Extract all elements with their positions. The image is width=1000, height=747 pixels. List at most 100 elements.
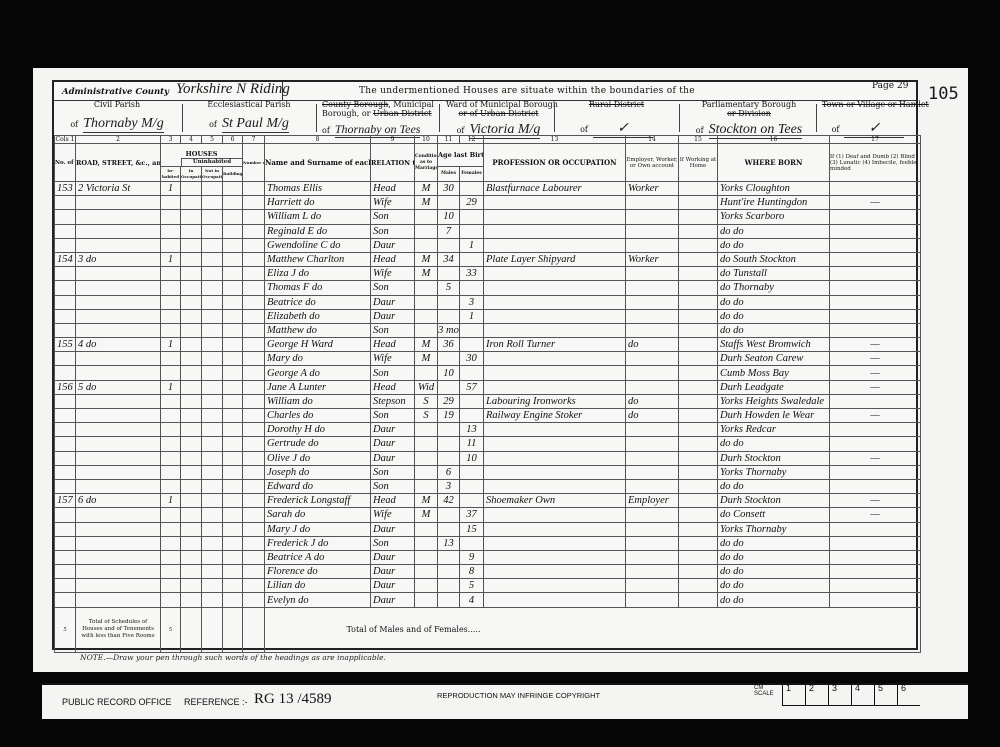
address-cell	[75, 351, 161, 367]
where-born-cell: Durh Seaton Carew	[717, 351, 830, 367]
address-cell	[75, 195, 161, 211]
table-row: Gertrude do Daur 11 do do	[54, 436, 921, 452]
occupation-cell	[483, 237, 626, 253]
infirmity-cell	[829, 564, 921, 580]
column-number: 10	[414, 135, 438, 144]
building-cell	[222, 308, 243, 324]
address-cell	[75, 223, 161, 239]
employment-cell	[625, 351, 679, 367]
address-cell	[75, 365, 161, 381]
infirmity-cell	[829, 280, 921, 296]
employment-cell	[625, 294, 679, 310]
address-cell: 4 do	[75, 337, 161, 353]
schedule-cell	[54, 422, 76, 438]
at-home-cell	[678, 535, 718, 551]
building-cell	[222, 251, 243, 268]
address-cell	[75, 422, 161, 438]
not-in-occupation-cell	[201, 407, 223, 424]
address-cell: 5 do	[75, 379, 161, 395]
col-age: Age last Birthday of	[437, 143, 484, 167]
not-in-occupation-cell	[201, 351, 223, 367]
col-females: Females	[459, 166, 484, 182]
males-age-cell: 10	[437, 365, 460, 381]
employment-cell	[625, 209, 679, 225]
males-age-cell: 19	[437, 407, 460, 424]
infirmity-cell	[829, 322, 921, 339]
in-occupation-cell	[180, 223, 202, 239]
infirmity-cell: —	[829, 337, 921, 353]
infirmity-cell	[829, 308, 921, 324]
col-houses: HOUSES Uninhabited	[160, 143, 243, 167]
occupation-cell	[483, 464, 626, 480]
where-born-cell: Yorks Redcar	[717, 422, 830, 438]
borough-label: Borough, or	[322, 109, 371, 118]
occupation-cell	[483, 195, 626, 211]
not-in-occupation-cell	[201, 294, 223, 310]
col-road: ROAD, STREET, &c., and No. or NAME of HO…	[75, 143, 161, 182]
table-row: William do Stepson S 29 Labouring Ironworks d…	[54, 393, 921, 410]
inhabited-cell	[160, 436, 181, 452]
census-form: Administrative County Yorkshire N Riding…	[52, 80, 929, 653]
rural-district-label: Rural District	[588, 100, 645, 109]
footer-copyright: REPRODUCTION MAY INFRINGE COPYRIGHT	[437, 691, 601, 700]
condition-cell	[414, 521, 438, 537]
building-cell	[222, 407, 243, 424]
column-number-row: Cols 1 2 3 4 5 6 7 8 9 10 11 12 13 14 15 16 17	[54, 135, 921, 144]
occupation-cell	[483, 450, 626, 466]
occupation-cell	[483, 294, 626, 310]
schedule-cell	[54, 322, 76, 339]
address-cell	[75, 308, 161, 324]
col-relation: RELATION to Head of Family	[370, 143, 415, 182]
col-name: Name and Surname of each Person	[264, 143, 371, 182]
occupation-cell	[483, 578, 626, 594]
name-cell: Beatrice do	[264, 294, 371, 310]
infirmity-cell	[829, 266, 921, 282]
where-born-cell: do do	[717, 592, 830, 608]
name-cell: Matthew do	[264, 322, 371, 339]
schedule-cell	[54, 436, 76, 452]
employment-cell	[625, 308, 679, 324]
address-cell	[75, 507, 161, 523]
address-cell	[75, 209, 161, 225]
where-born-cell: do do	[717, 549, 830, 566]
females-age-cell: 29	[459, 195, 484, 211]
schedule-cell: 153	[54, 180, 76, 197]
schedule-cell	[54, 464, 76, 480]
rooms-cell	[242, 464, 265, 480]
in-occupation-cell	[180, 237, 202, 253]
table-row: 154 3 do 1 Matthew Charlton Head M 34 Plate Lay…	[54, 251, 921, 268]
at-home-cell	[678, 478, 718, 495]
occupation-cell	[483, 478, 626, 495]
column-number: 13	[483, 135, 626, 144]
occupation-cell	[483, 436, 626, 452]
table-row: Harriett do Wife M 29 Hunt'ire Huntingdon —	[54, 195, 921, 211]
males-age-cell: 10	[437, 209, 460, 225]
in-occupation-cell	[180, 422, 202, 438]
infirmity-cell	[829, 549, 921, 566]
females-age-cell: 15	[459, 521, 484, 537]
of-label: of	[209, 120, 217, 129]
condition-cell: S	[414, 407, 438, 424]
name-cell: Thomas F do	[264, 280, 371, 296]
column-number: 11	[437, 135, 460, 144]
males-age-cell: 42	[437, 493, 460, 509]
table-row: Olive J do Daur 10 Durh Stockton —	[54, 450, 921, 466]
rooms-cell	[242, 450, 265, 466]
not-in-occupation-cell	[201, 180, 223, 197]
females-age-cell: 30	[459, 351, 484, 367]
address-cell	[75, 280, 161, 296]
schedule-cell	[54, 266, 76, 282]
females-age-cell	[459, 280, 484, 296]
inhabited-cell: 1	[160, 251, 181, 268]
males-age-cell: 3 mo	[437, 322, 460, 339]
eccl-parish-label: Ecclesiastical Parish	[207, 100, 291, 109]
name-cell: Dorothy H do	[264, 422, 371, 438]
employment-cell	[625, 195, 679, 211]
employment-cell	[625, 478, 679, 495]
employment-cell	[625, 237, 679, 253]
females-age-cell	[459, 251, 484, 268]
females-age-cell: 9	[459, 549, 484, 566]
employment-cell	[625, 564, 679, 580]
building-cell	[222, 209, 243, 225]
males-age-cell: 6	[437, 464, 460, 480]
